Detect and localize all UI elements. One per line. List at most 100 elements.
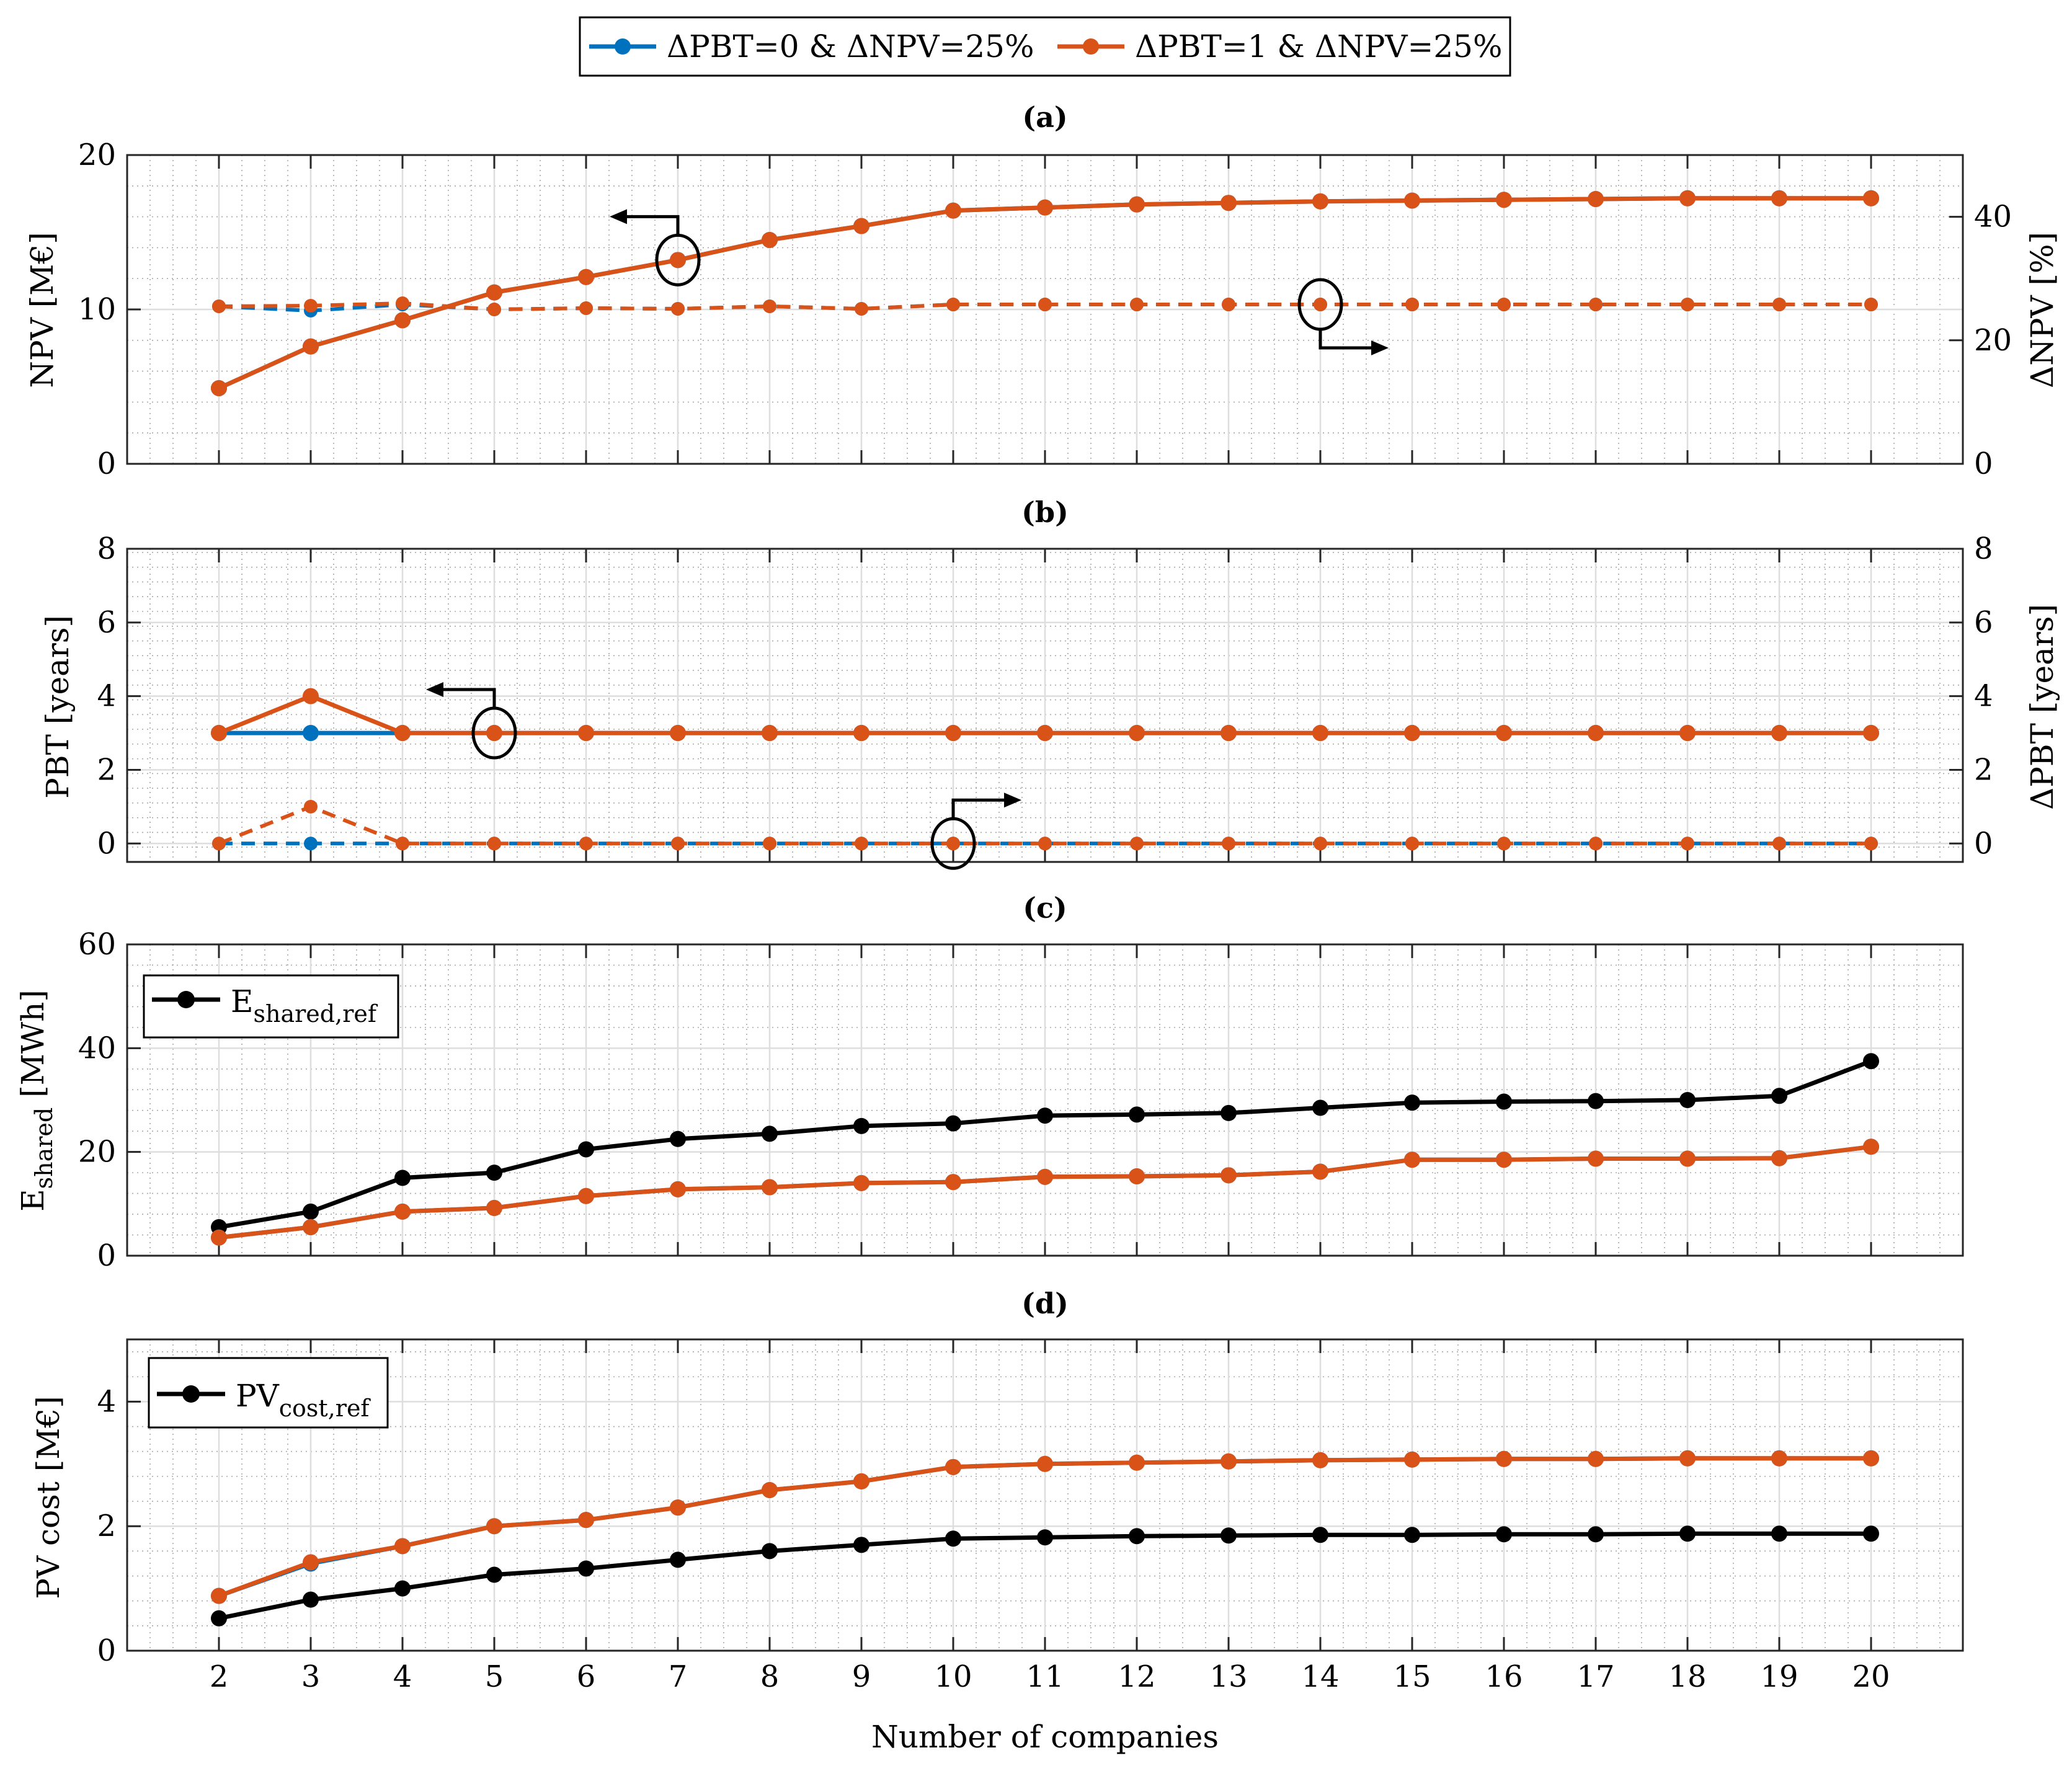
data-point-a-2-12 (1312, 193, 1328, 210)
data-point-d-2-11 (1221, 1453, 1237, 1470)
data-point-c-2-10 (1129, 1168, 1145, 1184)
data-point-a-3-8 (946, 298, 960, 312)
data-point-d-0-1 (303, 1591, 319, 1608)
y-tick-label-right: 2 (1974, 752, 1993, 787)
panel-b-ylabel: PBT [years] (40, 615, 76, 799)
data-point-c-2-9 (1037, 1168, 1053, 1185)
data-point-c-0-8 (945, 1115, 961, 1132)
data-point-d-0-3 (486, 1566, 502, 1583)
data-point-b-3-16 (1681, 837, 1694, 851)
data-point-d-2-9 (1037, 1455, 1053, 1472)
data-point-d-2-15 (1588, 1450, 1604, 1467)
annotation-b-1 (930, 792, 1021, 870)
panel-b-title: (b) (1021, 495, 1069, 529)
data-point-d-0-12 (1312, 1527, 1328, 1543)
data-point-d-0-14 (1496, 1526, 1512, 1543)
y-tick-label-right: 4 (1974, 679, 1993, 714)
data-point-b-2-7 (853, 725, 869, 742)
data-point-c-2-12 (1312, 1163, 1328, 1180)
x-tick-label: 5 (485, 1659, 504, 1694)
data-point-d-2-18 (1863, 1450, 1879, 1467)
data-point-d-2-1 (303, 1554, 319, 1571)
data-point-a-2-4 (578, 269, 594, 285)
data-point-b-2-1 (303, 688, 319, 704)
y-tick-label: 10 (78, 292, 116, 327)
data-point-a-2-16 (1679, 190, 1696, 206)
data-point-a-3-9 (1038, 298, 1052, 312)
panel-d-plot: 0 2 4 2 3 4 5 6 7 8 9 10 11 12 13 14 15 16 17 18 19 20 (97, 1338, 1964, 1694)
panel-c-plot: 0 20 40 60 (78, 927, 1964, 1273)
data-point-a-3-14 (1497, 298, 1511, 312)
y-tick-label: 60 (78, 927, 116, 962)
data-point-a-2-3 (486, 284, 502, 301)
x-tick-label: 13 (1209, 1659, 1247, 1694)
data-point-a-3-12 (1314, 298, 1327, 312)
data-point-c-2-7 (853, 1174, 869, 1191)
data-point-b-3-5 (671, 837, 685, 851)
y-tick-label: 0 (97, 826, 116, 861)
data-point-a-2-8 (945, 202, 961, 219)
data-point-d-0-8 (945, 1530, 961, 1547)
data-point-d-0-7 (853, 1537, 869, 1553)
panel-c-inner-legend: Eshared,ref (143, 974, 399, 1039)
data-point-d-0-2 (394, 1580, 411, 1597)
data-point-b-2-13 (1404, 725, 1420, 742)
legend-label-series1: ΔPBT=1 & ΔNPV=25% (1135, 29, 1502, 64)
data-point-a-2-11 (1221, 195, 1237, 211)
data-point-a-3-10 (1130, 298, 1144, 312)
data-point-c-0-14 (1496, 1093, 1512, 1110)
panel-c: (c) 0 20 40 60 Eshared [MWh] Eshared,ref (15, 891, 1964, 1273)
x-tick-label: 10 (934, 1659, 972, 1694)
data-point-a-2-15 (1588, 190, 1604, 207)
data-point-b-3-15 (1589, 837, 1603, 851)
data-point-d-2-4 (578, 1512, 594, 1529)
panel-d-ylabel: PV cost [M€] (30, 1396, 66, 1599)
legend-marker-series1 (1083, 38, 1099, 55)
data-point-c-2-6 (762, 1179, 778, 1196)
annotation-a-0 (610, 209, 701, 286)
x-tick-label: 18 (1668, 1659, 1706, 1694)
data-point-b-3-0 (212, 837, 226, 851)
annotation-arrow-head (610, 209, 627, 224)
panel-a: (a) 0 10 20 0 20 40 NPV [M€] ΔNPV [%] (24, 100, 2060, 481)
data-point-d-0-10 (1129, 1528, 1145, 1545)
x-tick-label: 17 (1576, 1659, 1614, 1694)
annotation-arrow-head (426, 682, 443, 698)
data-point-c-2-2 (394, 1203, 411, 1220)
data-point-a-2-17 (1771, 190, 1787, 206)
data-point-b-3-14 (1497, 837, 1511, 851)
data-point-d-2-3 (486, 1518, 502, 1535)
data-point-d-0-0 (211, 1610, 227, 1627)
y-tick-label-right: 0 (1974, 446, 1993, 481)
data-point-c-0-18 (1863, 1053, 1879, 1070)
panel-c-inner-legend-marker (177, 991, 195, 1008)
legend: ΔPBT=0 & ΔNPV=25% ΔPBT=1 & ΔNPV=25% (579, 16, 1511, 77)
data-point-d-0-4 (578, 1560, 594, 1577)
y-tick-label-right: 6 (1974, 605, 1993, 640)
data-point-d-2-0 (211, 1587, 227, 1604)
data-point-b-3-10 (1130, 837, 1144, 851)
data-point-d-0-9 (1037, 1529, 1053, 1546)
data-point-a-3-16 (1681, 298, 1694, 312)
panel-d-inner-legend: PVcost,ref (148, 1357, 389, 1429)
y-tick-label: 0 (97, 1633, 116, 1668)
panel-d: (d) 0 2 4 2 3 4 5 6 7 8 9 10 11 12 13 14 15 16 17 18 19 20 PV… (30, 1287, 1964, 1755)
data-point-a-2-10 (1129, 196, 1145, 213)
data-point-b-2-4 (578, 725, 594, 742)
panel-b-ylabel-right: ΔPBT [years] (2024, 604, 2060, 810)
data-point-b-2-8 (945, 725, 961, 742)
data-point-d-0-16 (1679, 1525, 1696, 1542)
panel-d-title: (d) (1021, 1287, 1069, 1320)
data-point-b-3-18 (1864, 837, 1878, 851)
x-tick-label: 2 (210, 1659, 229, 1694)
data-point-b-2-16 (1679, 725, 1696, 742)
data-point-b-2-17 (1771, 725, 1787, 742)
x-tick-label: 19 (1760, 1659, 1798, 1694)
data-point-a-2-14 (1496, 192, 1512, 208)
x-tick-label: 15 (1393, 1659, 1431, 1694)
panel-b: (b) 0 2 4 6 8 0 2 4 6 8 PBT [years] ΔPBT [years] (40, 495, 2060, 870)
y-tick-label-right: 0 (1974, 826, 1993, 861)
data-point-d-2-10 (1129, 1454, 1145, 1471)
data-point-b-3-6 (763, 837, 776, 851)
data-point-d-2-5 (670, 1499, 686, 1516)
